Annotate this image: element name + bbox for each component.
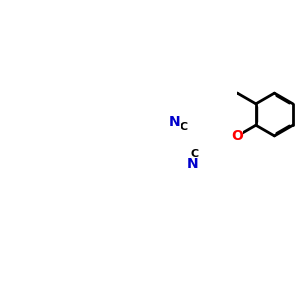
Text: N: N xyxy=(169,116,181,129)
Text: O: O xyxy=(231,129,243,143)
Text: C: C xyxy=(190,149,199,159)
Text: C: C xyxy=(180,122,188,132)
Text: N: N xyxy=(186,157,198,171)
